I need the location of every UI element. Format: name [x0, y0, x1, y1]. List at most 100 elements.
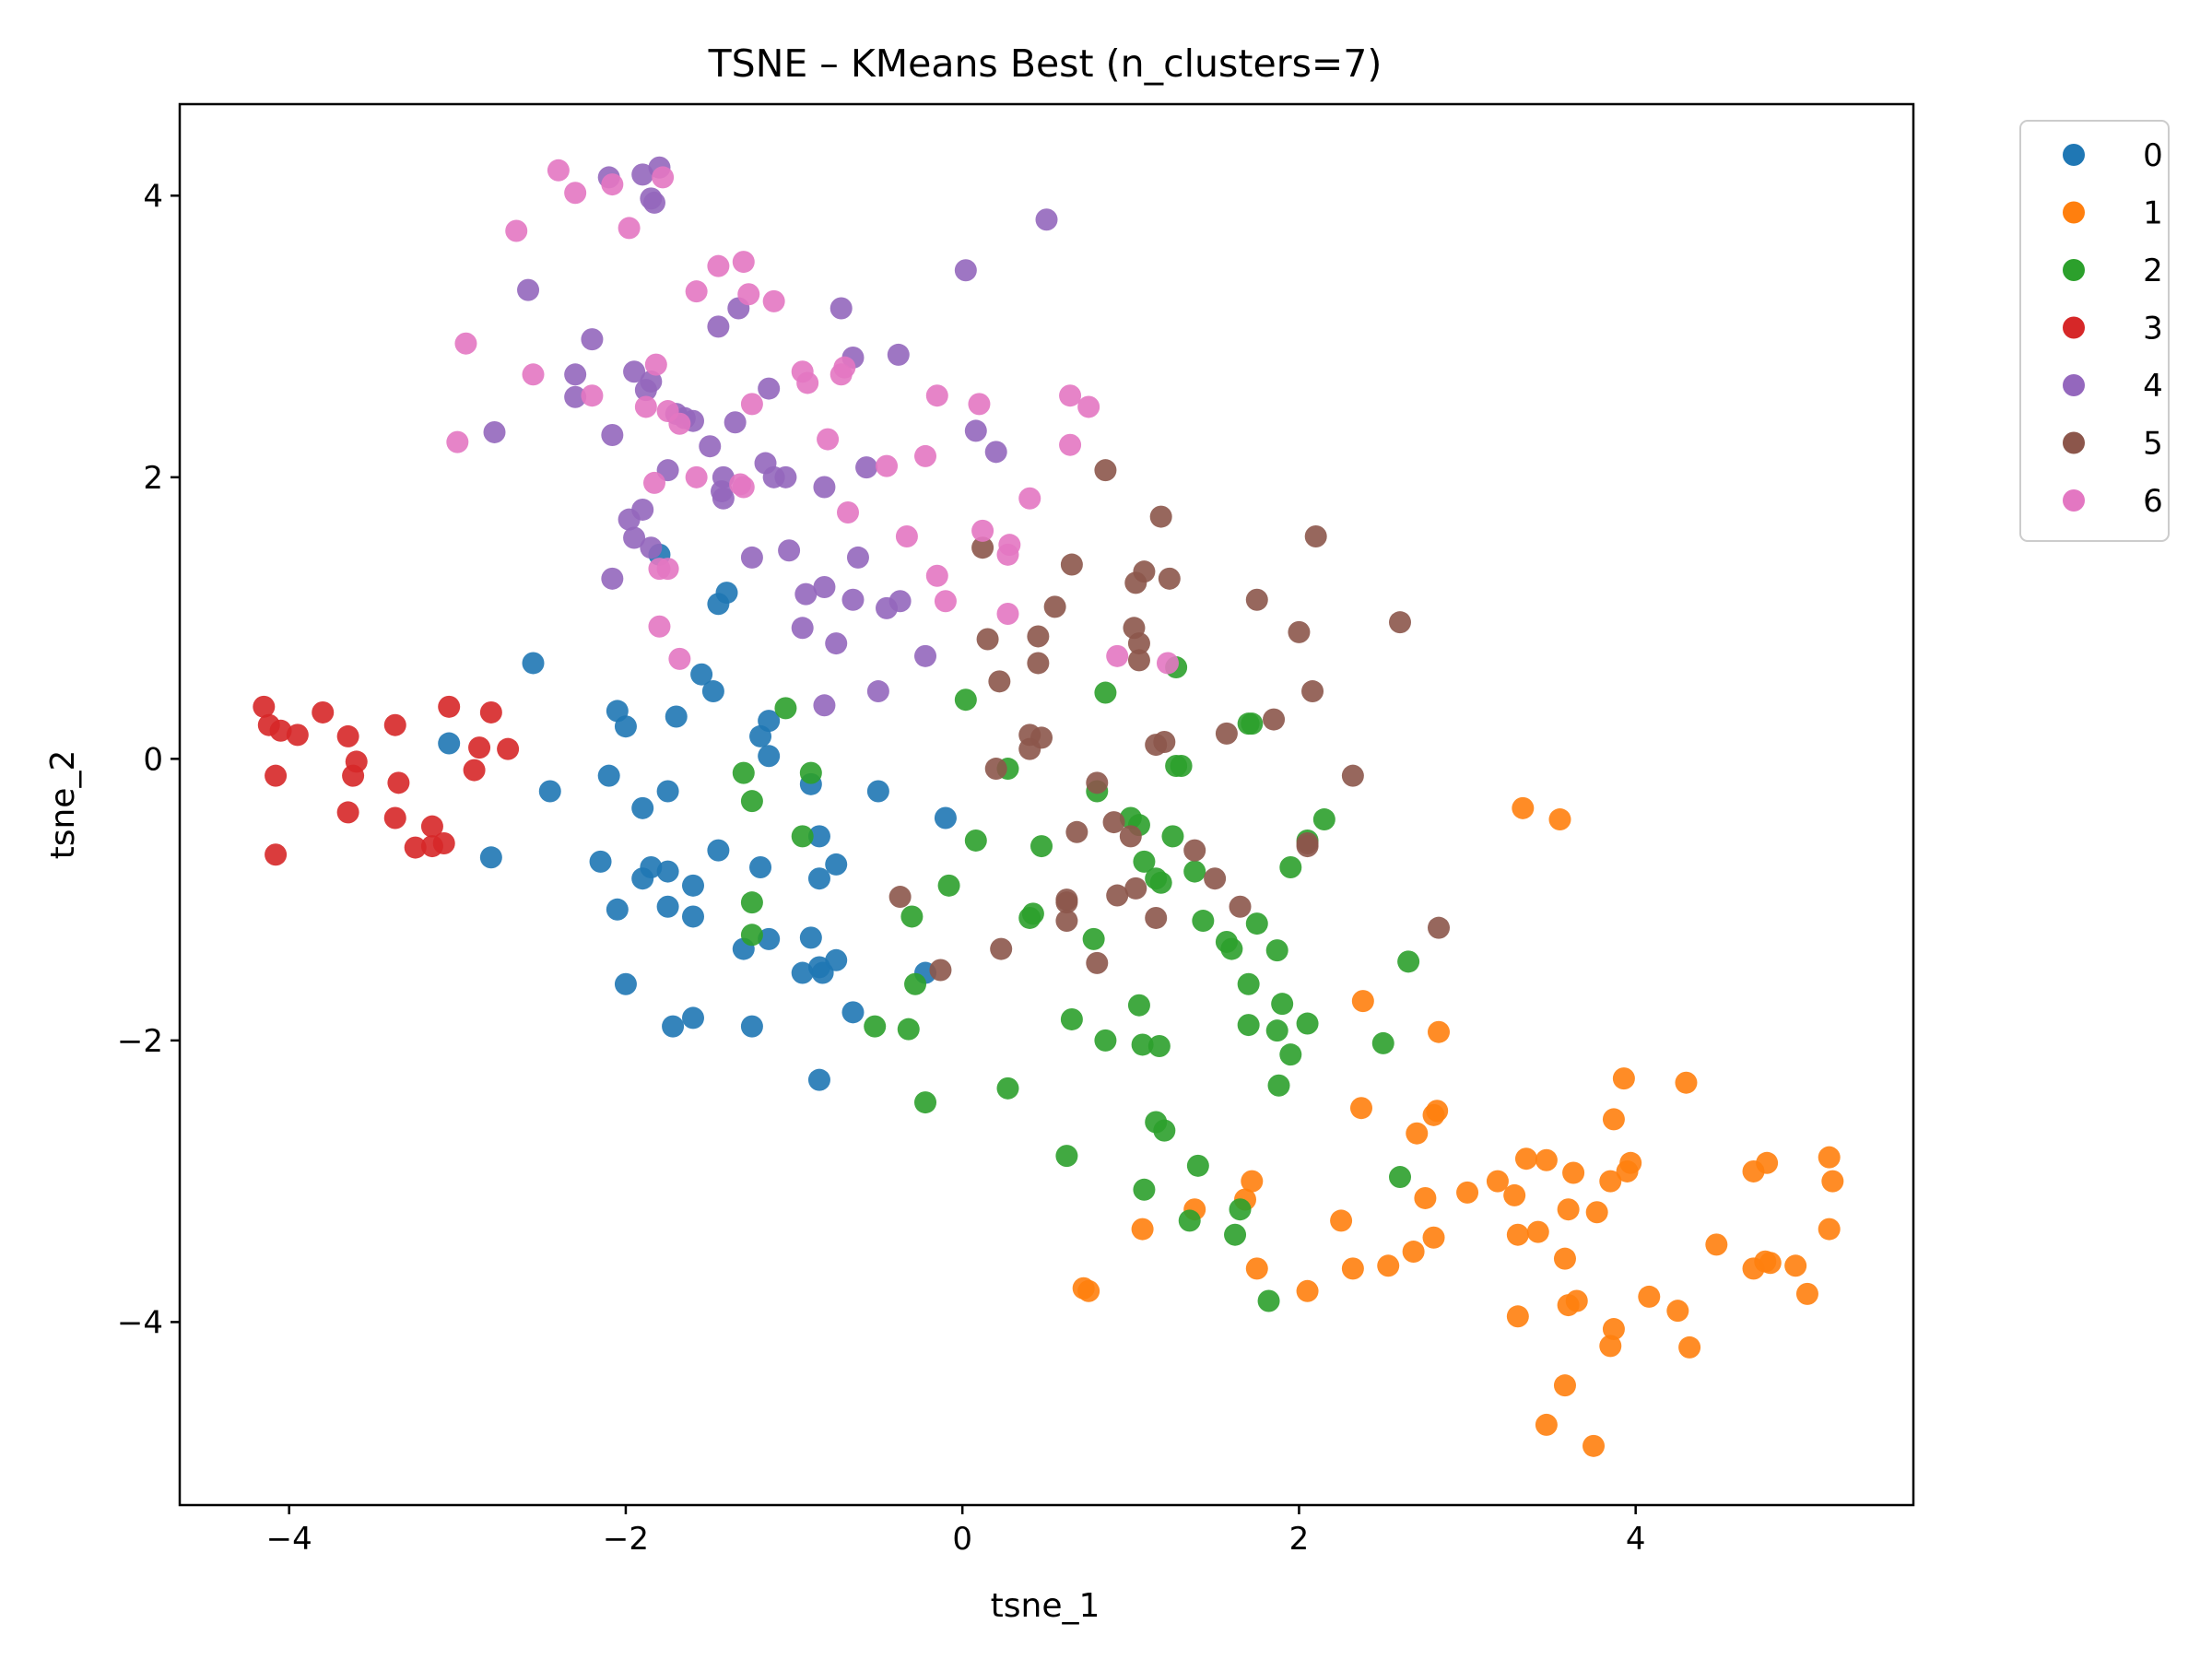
point-cluster-0	[866, 780, 889, 803]
point-cluster-4	[876, 596, 899, 619]
point-cluster-4	[601, 423, 624, 446]
point-cluster-2	[1131, 1033, 1154, 1056]
point-cluster-3	[420, 815, 443, 838]
point-cluster-1	[1666, 1300, 1689, 1323]
point-cluster-2	[1257, 1289, 1280, 1312]
point-cluster-4	[813, 476, 836, 499]
point-cluster-0	[681, 874, 704, 897]
point-cluster-4	[631, 163, 654, 186]
point-cluster-6	[996, 543, 1019, 566]
point-cluster-1	[1616, 1159, 1639, 1182]
point-cluster-5	[1158, 567, 1181, 590]
point-cluster-1	[1456, 1181, 1479, 1204]
point-cluster-0	[662, 1015, 685, 1038]
x-tick-label: −4	[266, 1521, 312, 1558]
point-cluster-6	[934, 590, 957, 613]
point-cluster-4	[618, 508, 641, 531]
point-cluster-0	[749, 724, 772, 747]
point-cluster-1	[1535, 1413, 1558, 1436]
point-cluster-5	[1060, 553, 1083, 576]
point-cluster-4	[634, 379, 657, 402]
point-cluster-5	[1055, 891, 1078, 914]
point-cluster-0	[631, 867, 654, 890]
point-cluster-0	[681, 905, 704, 928]
point-cluster-1	[1565, 1289, 1588, 1312]
point-cluster-0	[934, 806, 957, 830]
point-cluster-6	[762, 289, 785, 312]
point-cluster-3	[438, 695, 461, 718]
point-cluster-4	[813, 694, 836, 717]
point-cluster-1	[1818, 1146, 1841, 1169]
point-cluster-1	[1506, 1223, 1529, 1246]
point-cluster-4	[914, 644, 937, 667]
series-5	[888, 459, 1451, 982]
point-cluster-0	[740, 1015, 763, 1038]
point-cluster-6	[581, 384, 604, 407]
point-cluster-0	[701, 680, 724, 703]
point-cluster-5	[1055, 910, 1078, 933]
point-cluster-4	[1035, 208, 1058, 231]
point-cluster-0	[479, 846, 502, 869]
point-cluster-6	[968, 393, 991, 416]
point-cluster-3	[269, 719, 292, 742]
legend-marker	[2063, 489, 2085, 512]
series-4	[483, 156, 1058, 717]
point-cluster-0	[522, 652, 545, 675]
point-cluster-2	[1178, 1209, 1201, 1232]
point-cluster-1	[1486, 1170, 1509, 1193]
point-cluster-0	[707, 839, 730, 862]
point-cluster-0	[791, 961, 814, 984]
point-cluster-2	[1397, 950, 1420, 973]
point-cluster-6	[830, 363, 853, 386]
point-cluster-4	[846, 546, 869, 569]
point-cluster-4	[813, 575, 836, 598]
point-cluster-2	[740, 790, 763, 813]
point-cluster-2	[1170, 754, 1193, 777]
point-cluster-1	[1557, 1198, 1580, 1221]
point-cluster-4	[564, 385, 587, 408]
point-cluster-4	[887, 343, 910, 366]
point-cluster-5	[1153, 731, 1176, 754]
point-cluster-6	[642, 471, 665, 494]
point-cluster-2	[904, 972, 927, 995]
point-cluster-1	[1795, 1282, 1818, 1305]
point-cluster-6	[685, 465, 708, 488]
point-cluster-1	[1245, 1257, 1268, 1280]
point-cluster-1	[1514, 1147, 1537, 1171]
x-axis-title: tsne_1	[991, 1587, 1100, 1625]
y-tick-label: −4	[117, 1304, 163, 1341]
point-cluster-0	[707, 593, 730, 616]
point-cluster-1	[1553, 1374, 1576, 1397]
point-cluster-0	[758, 927, 781, 950]
point-cluster-5	[1288, 620, 1311, 643]
legend: 0 1 2 3 4 5 6	[2019, 120, 2170, 542]
point-cluster-1	[1241, 1170, 1264, 1193]
point-cluster-4	[564, 363, 587, 386]
point-cluster-2	[1060, 1007, 1083, 1030]
point-cluster-5	[1389, 611, 1412, 634]
point-cluster-4	[825, 632, 848, 655]
point-cluster-1	[1535, 1148, 1558, 1171]
point-cluster-5	[929, 959, 952, 982]
series-0	[438, 543, 957, 1091]
point-cluster-1	[1351, 990, 1374, 1013]
point-cluster-6	[737, 283, 760, 306]
point-cluster-4	[483, 420, 506, 443]
point-cluster-5	[1027, 652, 1050, 675]
point-cluster-2	[914, 1091, 937, 1114]
point-cluster-2	[900, 905, 924, 928]
point-cluster-2	[1133, 1178, 1156, 1201]
point-cluster-2	[774, 697, 797, 720]
point-cluster-6	[685, 280, 708, 303]
point-cluster-4	[517, 278, 540, 301]
point-cluster-2	[1271, 993, 1294, 1016]
point-cluster-0	[656, 780, 679, 803]
point-cluster-1	[1821, 1170, 1844, 1193]
point-cluster-2	[1192, 910, 1215, 933]
point-cluster-5	[984, 758, 1007, 781]
point-cluster-6	[876, 454, 899, 477]
point-cluster-4	[866, 680, 889, 703]
point-cluster-5	[1183, 839, 1206, 862]
point-cluster-0	[614, 972, 637, 995]
point-cluster-3	[312, 700, 335, 724]
